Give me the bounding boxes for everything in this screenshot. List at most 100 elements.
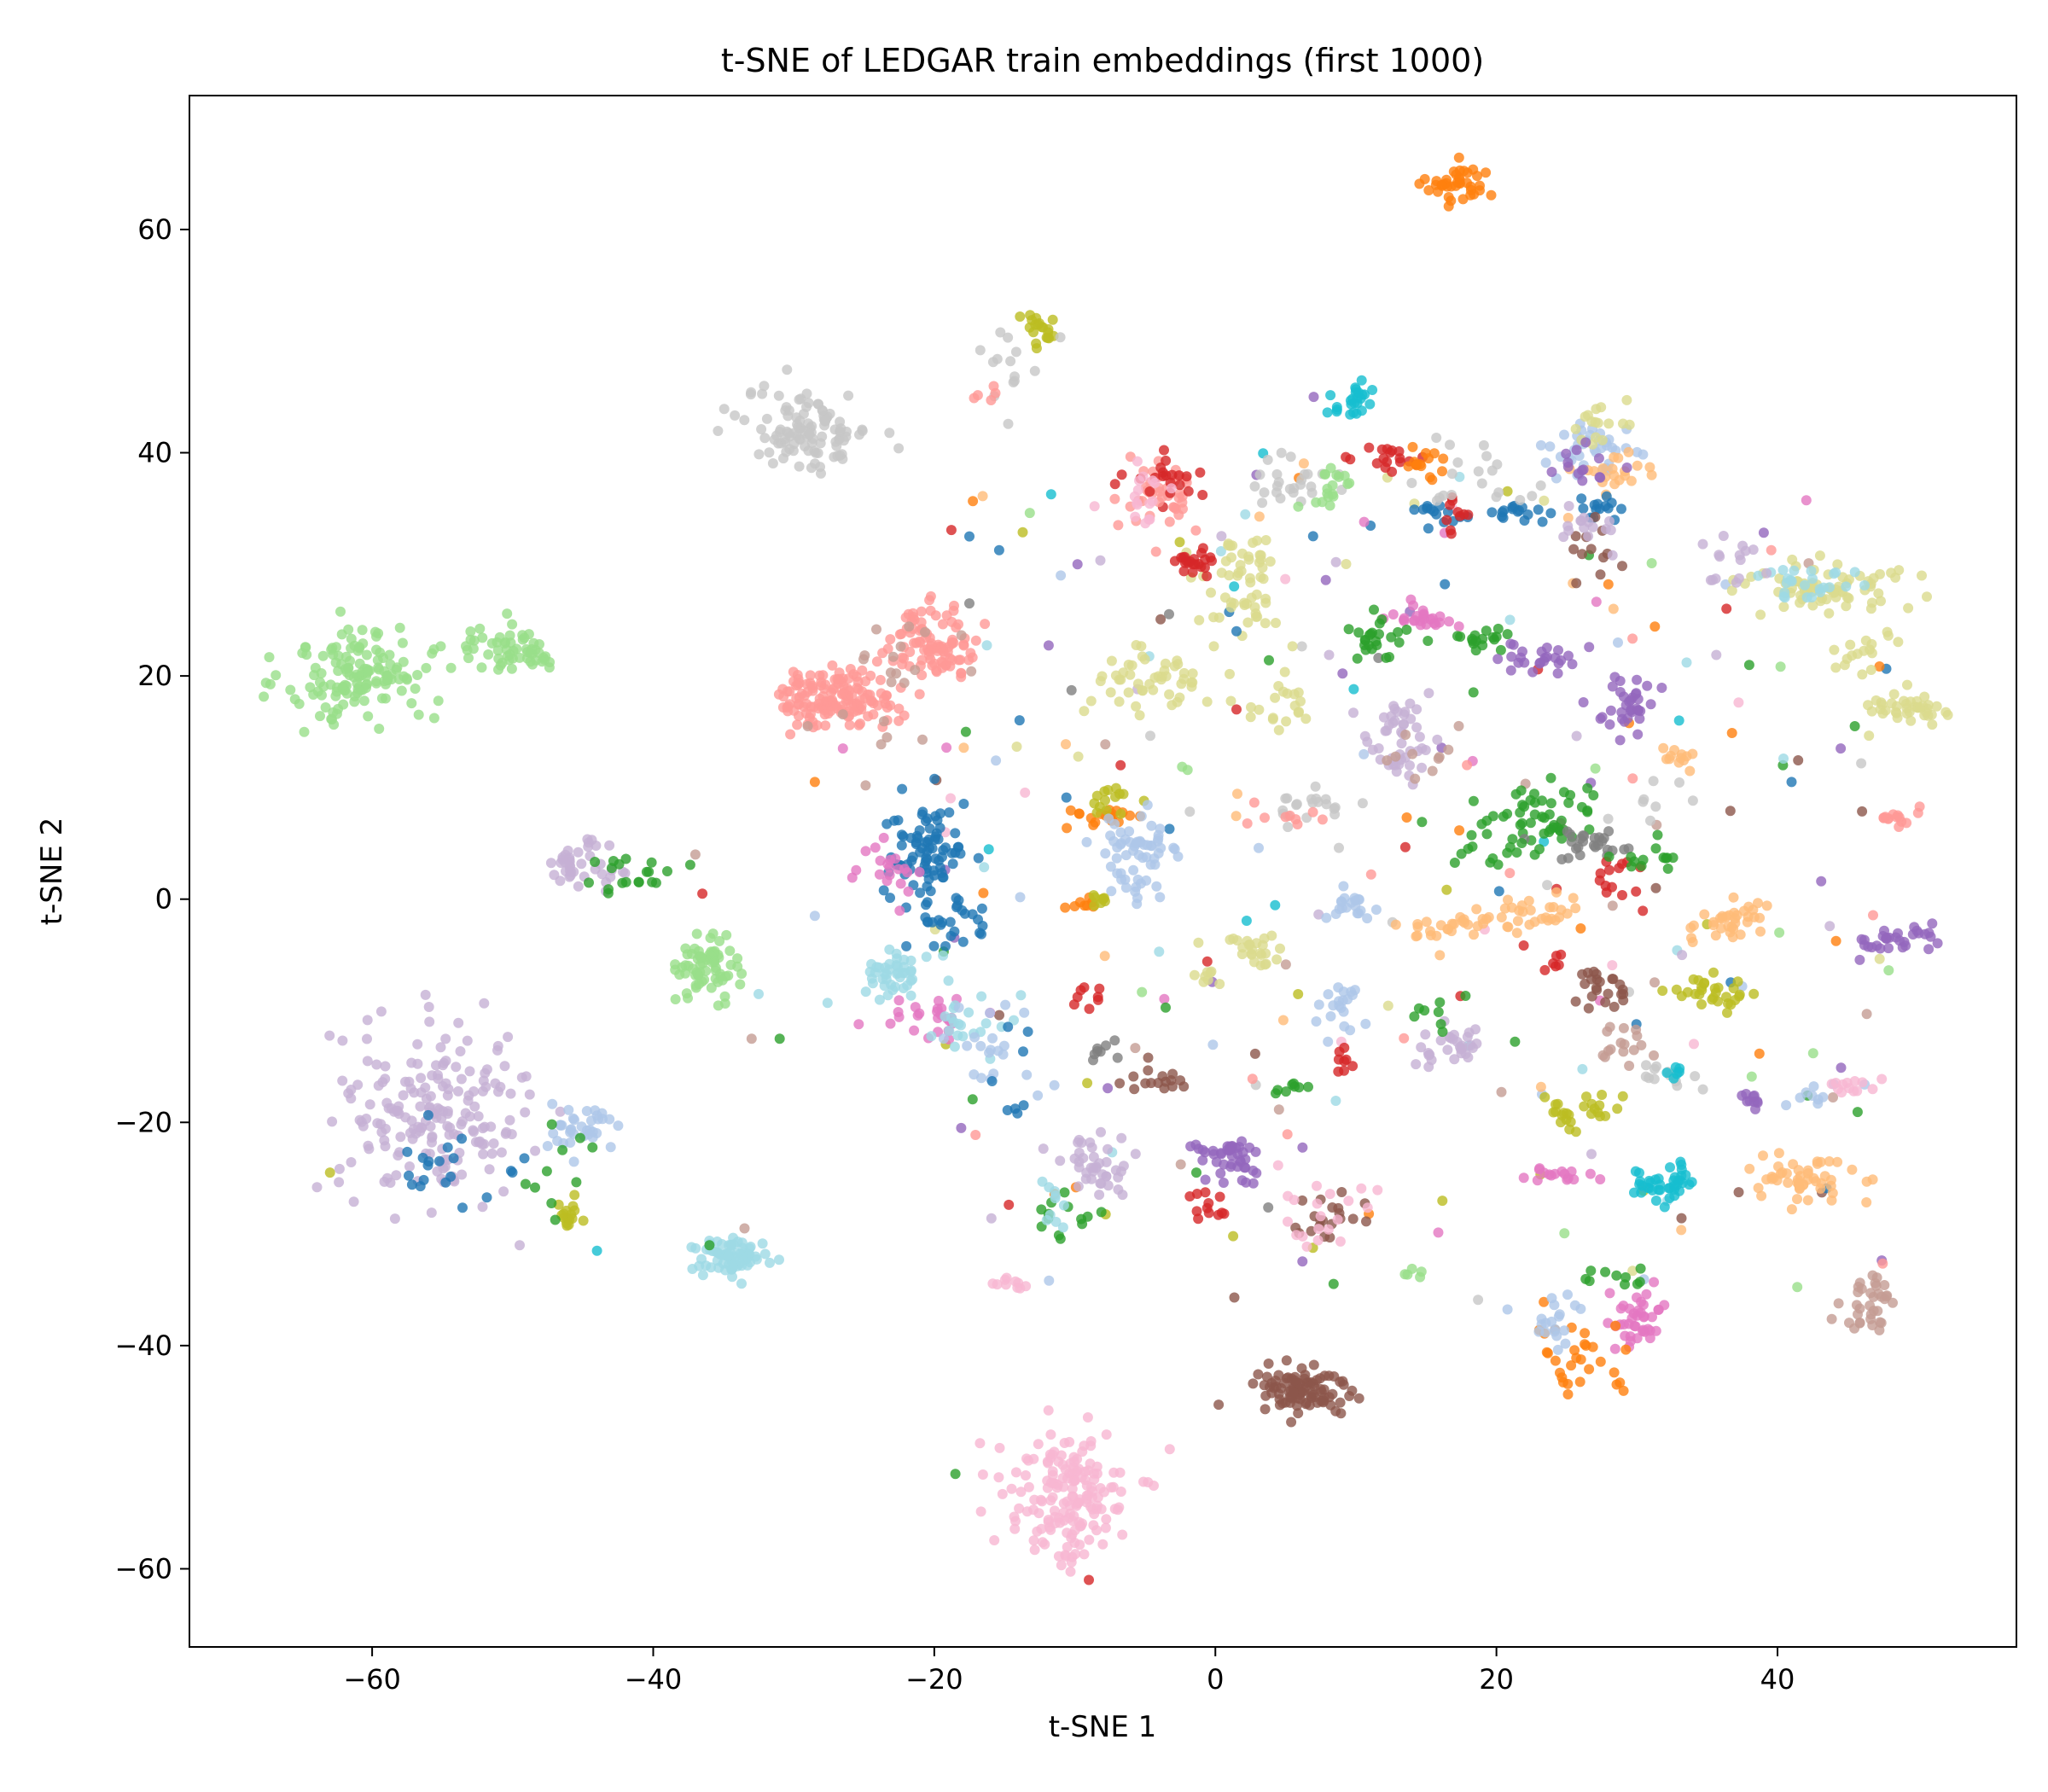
scatter-point bbox=[1130, 1149, 1141, 1160]
scatter-point bbox=[717, 975, 728, 986]
scatter-point bbox=[433, 695, 444, 707]
scatter-point bbox=[1231, 935, 1242, 945]
scatter-point bbox=[1841, 581, 1852, 592]
scatter-point bbox=[1585, 1265, 1597, 1277]
scatter-point bbox=[1215, 546, 1226, 556]
scatter-point bbox=[605, 1142, 616, 1153]
scatter-point bbox=[1164, 823, 1175, 835]
scatter-point bbox=[427, 1137, 437, 1148]
scatter-point bbox=[1504, 614, 1516, 625]
scatter-point bbox=[413, 709, 424, 720]
scatter-point bbox=[451, 1062, 462, 1073]
scatter-point bbox=[480, 1081, 492, 1092]
scatter-point bbox=[457, 1169, 468, 1180]
scatter-point bbox=[1047, 314, 1058, 325]
scatter-point bbox=[1579, 512, 1590, 523]
scatter-point bbox=[930, 811, 941, 822]
scatter-point bbox=[505, 1088, 516, 1099]
scatter-point bbox=[1400, 730, 1411, 740]
scatter-point bbox=[1059, 1187, 1070, 1198]
scatter-point bbox=[1348, 707, 1359, 719]
scatter-point bbox=[1710, 930, 1721, 941]
scatter-point bbox=[905, 990, 916, 1001]
scatter-point bbox=[950, 828, 961, 839]
scatter-point bbox=[1009, 1015, 1019, 1026]
scatter-point bbox=[1293, 989, 1304, 999]
scatter-point bbox=[1653, 1173, 1664, 1184]
scatter-point bbox=[404, 1127, 416, 1138]
scatter-point bbox=[1615, 979, 1626, 990]
scatter-point bbox=[1346, 897, 1357, 908]
scatter-point bbox=[1506, 902, 1517, 913]
scatter-point bbox=[809, 911, 820, 922]
scatter-point bbox=[1216, 531, 1227, 542]
scatter-point bbox=[493, 653, 504, 664]
scatter-point bbox=[1311, 794, 1322, 804]
scatter-point bbox=[1154, 946, 1165, 957]
scatter-point bbox=[1641, 1060, 1651, 1071]
scatter-point bbox=[1733, 697, 1744, 708]
scatter-point bbox=[1288, 1387, 1299, 1398]
scatter-point bbox=[1865, 644, 1875, 655]
scatter-point bbox=[1017, 527, 1028, 538]
scatter-point bbox=[1516, 900, 1527, 911]
scatter-point bbox=[1636, 1187, 1647, 1198]
scatter-point bbox=[1875, 568, 1885, 579]
scatter-point bbox=[1280, 959, 1291, 970]
scatter-point bbox=[1414, 731, 1425, 742]
scatter-point bbox=[400, 1112, 411, 1123]
scatter-point bbox=[970, 1130, 981, 1140]
scatter-point bbox=[1740, 545, 1751, 556]
scatter-point bbox=[1089, 501, 1100, 512]
scatter-point bbox=[1836, 1087, 1847, 1098]
scatter-point bbox=[1024, 508, 1035, 519]
scatter-point bbox=[568, 1156, 579, 1167]
scatter-point bbox=[1453, 621, 1464, 632]
scatter-point bbox=[1325, 1011, 1336, 1021]
scatter-point bbox=[895, 641, 906, 652]
scatter-point bbox=[1761, 900, 1772, 911]
scatter-point bbox=[1356, 1183, 1367, 1194]
scatter-point bbox=[783, 701, 794, 712]
scatter-point bbox=[1181, 556, 1192, 567]
scatter-point bbox=[1405, 760, 1415, 771]
scatter-point bbox=[976, 903, 987, 914]
scatter-point bbox=[857, 426, 868, 436]
scatter-point bbox=[1658, 742, 1669, 753]
scatter-point bbox=[488, 1138, 499, 1149]
scatter-point bbox=[853, 1019, 864, 1030]
scatter-point bbox=[784, 431, 795, 442]
scatter-point bbox=[911, 637, 922, 649]
scatter-point bbox=[1106, 886, 1117, 897]
scatter-point bbox=[1454, 825, 1465, 836]
scatter-point bbox=[695, 951, 707, 963]
scatter-point bbox=[1322, 407, 1333, 418]
scatter-point bbox=[1493, 886, 1504, 897]
scatter-point bbox=[1274, 1399, 1285, 1411]
scatter-point bbox=[1313, 1224, 1324, 1235]
scatter-point bbox=[1565, 829, 1575, 840]
scatter-point bbox=[1094, 983, 1105, 994]
scatter-point bbox=[1851, 1300, 1862, 1311]
scatter-point bbox=[1435, 1035, 1446, 1046]
scatter-point bbox=[887, 985, 899, 996]
scatter-point bbox=[1830, 662, 1841, 673]
scatter-point bbox=[1487, 811, 1498, 822]
scatter-point bbox=[892, 969, 902, 980]
scatter-point bbox=[1932, 938, 1943, 949]
scatter-point bbox=[1856, 934, 1867, 945]
scatter-point bbox=[1225, 540, 1236, 551]
scatter-point bbox=[1618, 1385, 1629, 1396]
scatter-point bbox=[362, 1056, 373, 1067]
scatter-point bbox=[921, 899, 931, 911]
scatter-point bbox=[1324, 500, 1335, 511]
scatter-point bbox=[937, 917, 947, 928]
scatter-point bbox=[1331, 406, 1342, 417]
scatter-point bbox=[727, 1271, 737, 1283]
scatter-point bbox=[1082, 1412, 1093, 1423]
scatter-point bbox=[1596, 402, 1607, 413]
scatter-point bbox=[1473, 466, 1484, 477]
scatter-point bbox=[1225, 668, 1235, 679]
scatter-point bbox=[1236, 1136, 1248, 1147]
scatter-point bbox=[1437, 466, 1447, 477]
